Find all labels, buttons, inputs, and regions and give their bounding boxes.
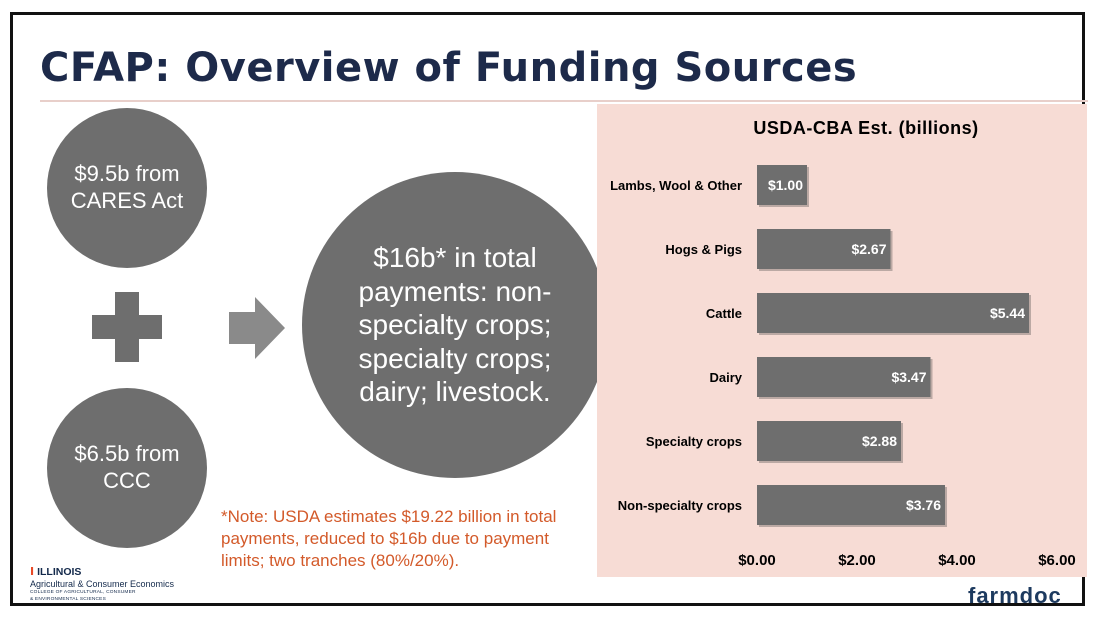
illinois-logo: Ⅰ ILLINOIS Agricultural & Consumer Econom…: [30, 565, 174, 602]
total-payments-circle: $16b* in total payments: non-specialty c…: [302, 172, 608, 478]
ccc-text: $6.5b from CCC: [74, 441, 180, 493]
category-label: Non-specialty crops: [618, 498, 742, 513]
illinois-college-text-2: & ENVIRONMENTAL SCIENCES: [30, 596, 106, 602]
footnote: *Note: USDA estimates $19.22 billion in …: [221, 507, 557, 571]
data-label: $3.47: [891, 369, 926, 385]
bar-0: [757, 165, 807, 205]
cares-act-text: $9.5b from CARES Act: [70, 161, 184, 213]
title-divider: [40, 100, 1088, 102]
x-tick-label: $0.00: [738, 552, 776, 569]
chart-panel: USDA-CBA Est. (billions) Lambs, Wool & Ot…: [597, 104, 1087, 577]
data-label: $3.76: [906, 497, 941, 513]
illinois-block-i-icon: Ⅰ: [30, 566, 35, 578]
illinois-brand-text: ILLINOIS: [37, 565, 82, 578]
category-label: Hogs & Pigs: [665, 242, 742, 257]
cares-act-circle: $9.5b from CARES Act: [47, 108, 207, 268]
x-tick-label: $6.00: [1038, 552, 1076, 569]
data-label: $2.88: [862, 433, 897, 449]
data-label: $2.67: [851, 241, 886, 257]
category-label: Dairy: [709, 370, 742, 385]
bar-1: [757, 229, 891, 269]
category-label: Cattle: [706, 306, 742, 321]
x-tick-label: $4.00: [938, 552, 976, 569]
farmdoc-logo: farmdoc: [968, 583, 1062, 608]
ccc-circle: $6.5b from CCC: [47, 388, 207, 548]
bar-5: [757, 485, 945, 525]
category-label: Lambs, Wool & Other: [610, 178, 742, 193]
bar-4: [757, 421, 901, 461]
bar-2: [757, 293, 1029, 333]
bar-3: [757, 357, 931, 397]
data-label: $1.00: [768, 177, 803, 193]
x-tick-label: $2.00: [838, 552, 876, 569]
total-payments-text: $16b* in total payments: non-specialty c…: [358, 242, 552, 408]
illinois-dept-text: Agricultural & Consumer Economics: [30, 579, 175, 589]
slide-title: CFAP: Overview of Funding Sources: [40, 45, 858, 91]
category-label: Specialty crops: [646, 434, 742, 449]
plus-icon: [92, 292, 162, 362]
bar-chart: USDA-CBA Est. (billions) Lambs, Wool & Ot…: [610, 118, 1076, 569]
chart-title: USDA-CBA Est. (billions): [753, 118, 978, 138]
illinois-college-text-1: COLLEGE OF AGRICULTURAL, CONSUMER: [30, 590, 136, 595]
arrow-right-icon: [229, 297, 285, 359]
data-label: $5.44: [990, 305, 1025, 321]
